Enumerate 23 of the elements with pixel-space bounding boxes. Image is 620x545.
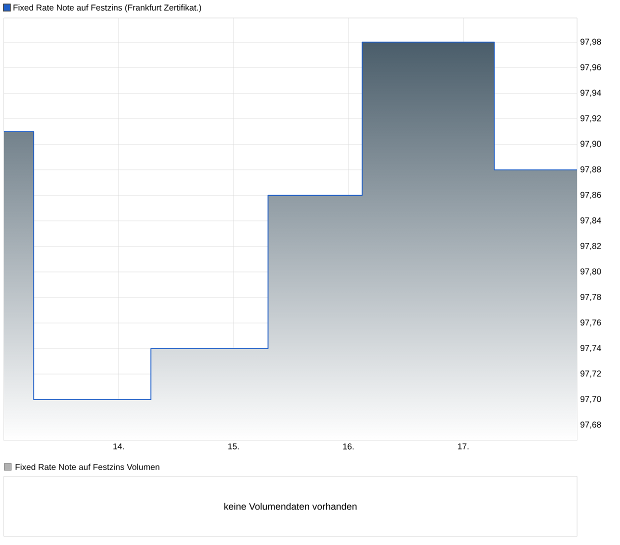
text: keine Volumendaten vorhanden	[224, 502, 357, 510]
y-tick-label: 97,94	[580, 90, 602, 97]
y-tick-label: 97,92	[580, 115, 601, 122]
y-tick-label: 97,84	[580, 217, 602, 224]
y-tick-label: 97,88	[580, 166, 601, 174]
y-tick-label: 97,86	[580, 192, 601, 199]
x-tick-label: 14.	[113, 443, 124, 450]
legend-label: Fixed Rate Note auf Festzins (Frankfurt Zertifikat.)	[14, 4, 202, 12]
x-tick-label: 15.	[228, 443, 239, 450]
y-tick-label: 97,78	[580, 294, 601, 301]
y-tick-label: 97,76	[580, 319, 601, 326]
y-tick-label: 97,98	[580, 38, 601, 46]
y-tick-label: 97,68	[580, 421, 601, 428]
y-tick-label: 97,74	[580, 344, 602, 352]
y-tick-label: 97,82	[580, 242, 601, 250]
y-tick-label: 97,96	[580, 64, 601, 72]
text: Fixed Rate Note auf Festzins Volumen	[16, 464, 160, 470]
y-tick-label: 97,80	[580, 268, 601, 276]
x-tick-label: 16.	[343, 443, 354, 450]
y-tick-label: 97,72	[580, 370, 601, 378]
y-tick-label: 97,70	[580, 396, 601, 403]
y-tick-label: 97,90	[580, 140, 601, 148]
x-tick-label: 17.	[458, 443, 468, 450]
